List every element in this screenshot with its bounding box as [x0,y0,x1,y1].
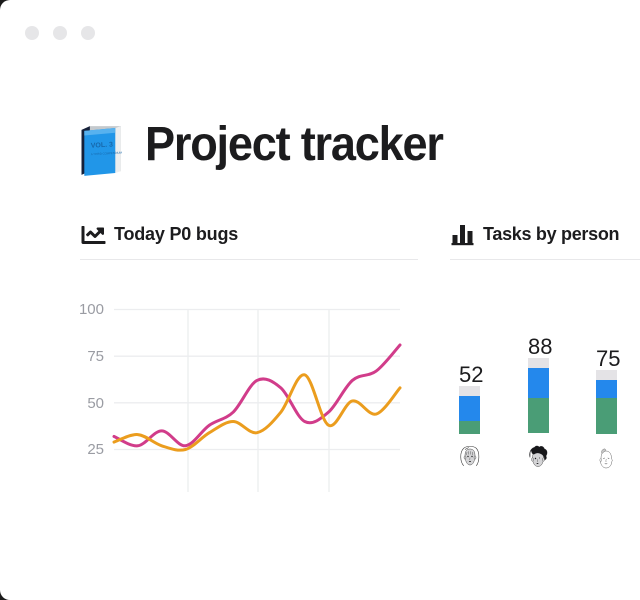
svg-text:50: 50 [87,395,104,412]
svg-text:100: 100 [79,301,104,318]
svg-text:25: 25 [87,441,104,458]
svg-text:75: 75 [87,348,104,365]
